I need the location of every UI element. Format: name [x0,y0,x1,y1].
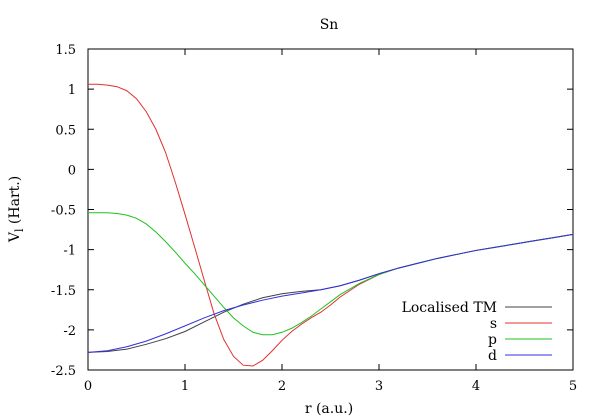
series-line-localised-tm [87,233,574,353]
x-axis-label: r (a.u.) [305,401,353,417]
y-tick-label: -2 [63,324,76,339]
legend-label-p: p [488,332,497,348]
x-tick-label: 1 [181,379,189,394]
chart-title: Sn [320,17,339,33]
plot-area [87,48,574,371]
axis-ticks: 0 1 2 3 4 5 1.5 1 0.5 0 -0.5 -1 -1.5 -2 -2.5 [51,43,577,394]
y-tick-label: 0 [68,163,76,178]
y-tick-label: 0.5 [55,123,76,138]
legend-label-s: s [490,316,497,332]
x-tick-label: 2 [278,379,286,394]
series-line-s [88,83,574,367]
series-line-d [87,233,574,353]
series-line-p [88,212,574,336]
x-tick-label: 0 [84,379,92,394]
y-tick-label: -2.5 [51,364,76,379]
y-tick-label: -1 [63,244,76,259]
x-tick-label: 4 [472,379,480,394]
data-series [87,83,574,367]
y-tick-label: -0.5 [51,204,76,219]
y-tick-label: -1.5 [51,284,76,299]
x-tick-label: 5 [569,379,577,394]
plot-frame [87,48,574,371]
y-axis-label: Vl (Hart.) [7,176,26,243]
legend-label-d: d [488,348,497,364]
y-tick-label: 1 [68,83,76,98]
y-tick-label: 1.5 [55,43,76,58]
x-tick-label: 3 [375,379,383,394]
legend-label-localised-tm: Localised TM [402,300,497,316]
